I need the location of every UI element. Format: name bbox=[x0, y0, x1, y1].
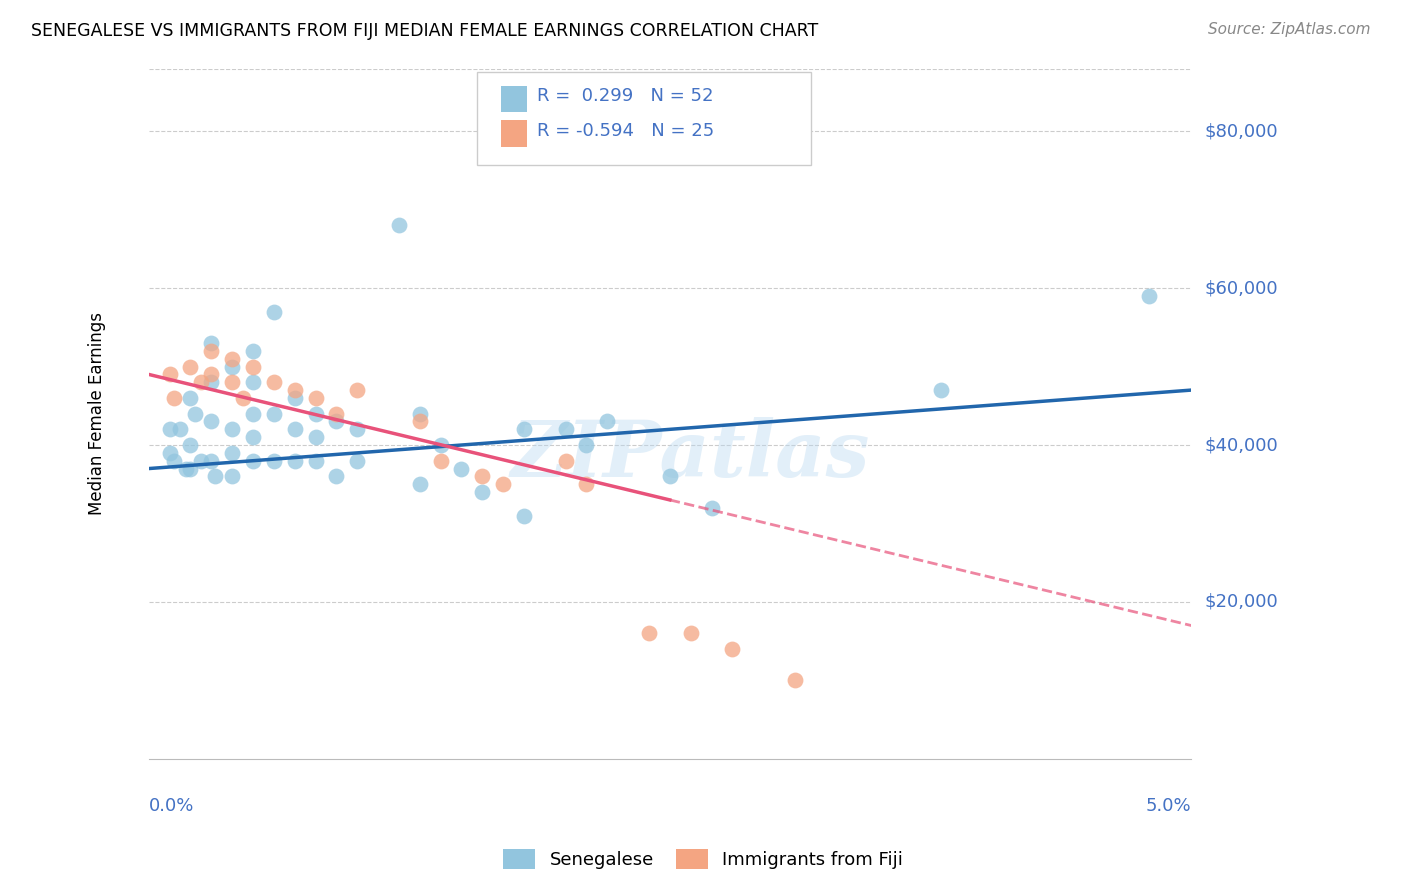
Point bbox=[346, 453, 368, 467]
Point bbox=[409, 407, 432, 421]
Point bbox=[163, 391, 186, 405]
Point bbox=[346, 383, 368, 397]
Point bbox=[929, 383, 952, 397]
Point bbox=[429, 438, 451, 452]
Point bbox=[471, 469, 494, 483]
Point bbox=[200, 453, 222, 467]
Point bbox=[304, 407, 326, 421]
Point bbox=[179, 438, 201, 452]
Text: Source: ZipAtlas.com: Source: ZipAtlas.com bbox=[1208, 22, 1371, 37]
Point bbox=[221, 351, 243, 366]
Point bbox=[492, 477, 515, 491]
Point bbox=[304, 430, 326, 444]
Point bbox=[658, 469, 681, 483]
Point bbox=[679, 626, 702, 640]
Text: ZIPatlas: ZIPatlas bbox=[510, 417, 870, 493]
Point bbox=[200, 415, 222, 429]
Point bbox=[388, 219, 411, 233]
Point bbox=[284, 453, 307, 467]
Point bbox=[409, 415, 432, 429]
Point bbox=[221, 446, 243, 460]
Text: Median Female Earnings: Median Female Earnings bbox=[87, 312, 105, 516]
Point bbox=[242, 430, 264, 444]
Point bbox=[284, 391, 307, 405]
FancyBboxPatch shape bbox=[501, 86, 527, 112]
Text: R =  0.299   N = 52: R = 0.299 N = 52 bbox=[537, 87, 714, 105]
Point bbox=[1137, 289, 1160, 303]
FancyBboxPatch shape bbox=[477, 72, 810, 165]
Point bbox=[169, 422, 191, 436]
Point bbox=[575, 477, 598, 491]
Point bbox=[242, 407, 264, 421]
FancyBboxPatch shape bbox=[501, 120, 527, 146]
Point bbox=[200, 376, 222, 390]
Point bbox=[242, 359, 264, 374]
Point bbox=[242, 376, 264, 390]
Point bbox=[284, 422, 307, 436]
Point bbox=[304, 391, 326, 405]
Point bbox=[263, 453, 285, 467]
Point bbox=[596, 415, 619, 429]
Point bbox=[263, 376, 285, 390]
Point bbox=[200, 368, 222, 382]
Point bbox=[179, 461, 201, 475]
Point bbox=[242, 453, 264, 467]
Point bbox=[575, 438, 598, 452]
Point bbox=[179, 391, 201, 405]
Point bbox=[783, 673, 806, 688]
Point bbox=[221, 469, 243, 483]
Point bbox=[450, 461, 472, 475]
Text: R = -0.594   N = 25: R = -0.594 N = 25 bbox=[537, 121, 714, 140]
Point bbox=[471, 485, 494, 500]
Point bbox=[163, 453, 186, 467]
Point bbox=[325, 407, 347, 421]
Point bbox=[159, 422, 181, 436]
Point bbox=[232, 391, 254, 405]
Point bbox=[242, 343, 264, 358]
Point bbox=[700, 500, 723, 515]
Point bbox=[190, 376, 212, 390]
Point bbox=[284, 383, 307, 397]
Text: $80,000: $80,000 bbox=[1205, 122, 1278, 140]
Text: SENEGALESE VS IMMIGRANTS FROM FIJI MEDIAN FEMALE EARNINGS CORRELATION CHART: SENEGALESE VS IMMIGRANTS FROM FIJI MEDIA… bbox=[31, 22, 818, 40]
Point bbox=[200, 343, 222, 358]
Point bbox=[325, 415, 347, 429]
Point bbox=[513, 508, 536, 523]
Point bbox=[221, 422, 243, 436]
Point bbox=[721, 642, 744, 657]
Point bbox=[183, 407, 205, 421]
Point bbox=[304, 453, 326, 467]
Point bbox=[176, 461, 198, 475]
Point bbox=[263, 407, 285, 421]
Point bbox=[325, 469, 347, 483]
Point bbox=[204, 469, 226, 483]
Point bbox=[638, 626, 661, 640]
Text: 0.0%: 0.0% bbox=[149, 797, 194, 814]
Text: $40,000: $40,000 bbox=[1205, 436, 1278, 454]
Point bbox=[346, 422, 368, 436]
Point bbox=[554, 422, 576, 436]
Point bbox=[513, 422, 536, 436]
Point bbox=[263, 304, 285, 318]
Text: 5.0%: 5.0% bbox=[1146, 797, 1191, 814]
Point bbox=[221, 376, 243, 390]
Legend: Senegalese, Immigrants from Fiji: Senegalese, Immigrants from Fiji bbox=[494, 839, 912, 879]
Point bbox=[190, 453, 212, 467]
Point bbox=[554, 453, 576, 467]
Text: $20,000: $20,000 bbox=[1205, 593, 1278, 611]
Point bbox=[159, 368, 181, 382]
Point bbox=[200, 336, 222, 351]
Point bbox=[409, 477, 432, 491]
Text: $60,000: $60,000 bbox=[1205, 279, 1278, 297]
Point bbox=[429, 453, 451, 467]
Point bbox=[221, 359, 243, 374]
Point bbox=[179, 359, 201, 374]
Point bbox=[159, 446, 181, 460]
